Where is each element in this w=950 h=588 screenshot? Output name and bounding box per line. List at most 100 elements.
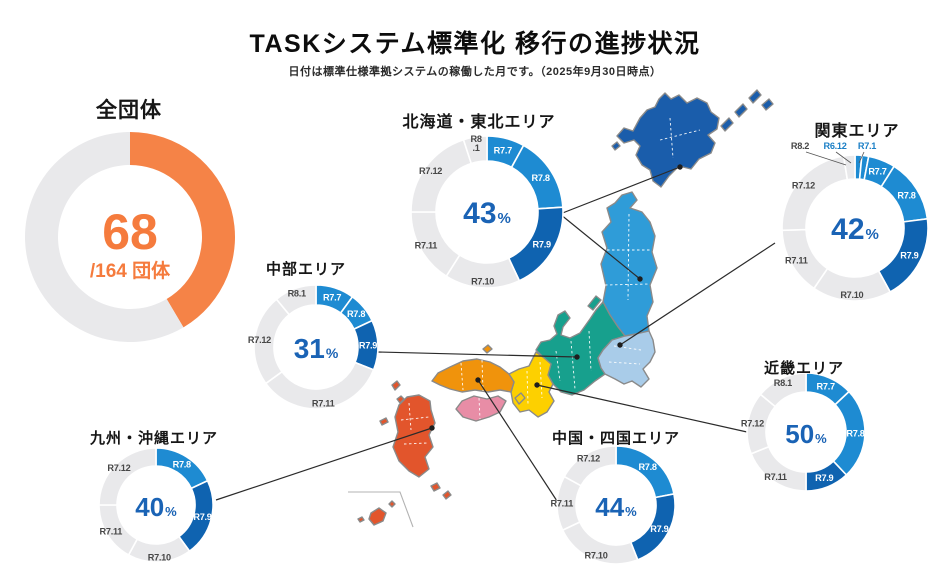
map-anchor-dot [429, 425, 435, 431]
connector-line [477, 379, 558, 502]
map-region-shikoku [455, 395, 507, 422]
map-region-kyushu [392, 394, 436, 478]
segment-label: R7.7 [494, 145, 512, 155]
segment-label: R7.8 [846, 429, 864, 439]
donut-percent: 31% [294, 333, 339, 364]
segment-label: R7.8 [897, 190, 915, 200]
segment-label: R7.12 [248, 335, 271, 345]
segment-label: R7.12 [107, 463, 130, 473]
segment-label: R7.10 [840, 290, 863, 300]
prefecture-border-line [403, 442, 428, 445]
map-region-hokkaido [720, 117, 734, 132]
segment-label: R7.12 [792, 180, 815, 190]
prefecture-border-line [539, 361, 543, 399]
connector-line [559, 166, 681, 215]
region-title-kyushu-okinawa: 九州・沖縄エリア [89, 430, 219, 447]
donut-percent: 43% [463, 197, 511, 230]
donut-segment [462, 135, 488, 165]
connector-line [559, 213, 641, 280]
segment-label: R7.8 [532, 173, 550, 183]
segment-label: R7.8 [173, 459, 191, 469]
segment-label: R7.9 [650, 524, 668, 534]
region-title-kinki: 近畿エリア [763, 360, 845, 377]
map-region-kyushu [430, 482, 441, 492]
map-anchor-dot [617, 342, 623, 348]
connector-line [377, 351, 578, 358]
donut-segment [275, 284, 317, 316]
connector-lines [215, 164, 776, 502]
donut-segment [759, 372, 807, 408]
prefecture-border-line [478, 397, 481, 420]
segment-label: R7.11 [100, 527, 123, 537]
segment-label: R8.1 [774, 378, 792, 388]
map-region-hokkaido [761, 98, 774, 111]
segment-label: R7.10 [585, 550, 608, 560]
donut-chart-kinki: R7.7 R7.8 R7.9 R7.11 R7.12 R8.1 50% [741, 372, 866, 492]
map-region-kyushu [368, 507, 387, 526]
donut-segment [130, 132, 236, 328]
region-title-zentai: 全団体 [96, 99, 162, 122]
region-title-chugoku-shikoku: 中国・四国エリア [551, 430, 681, 447]
callout-line [858, 151, 865, 164]
map-region-hokkaido [748, 89, 762, 104]
page-title: TASKシステム標準化 移行の進捗状況 [249, 30, 701, 58]
map-region-hokkaido [611, 141, 621, 151]
prefecture-border-line [659, 129, 701, 141]
map-region-hokkaido [616, 92, 720, 188]
segment-label: R7.11 [415, 241, 438, 251]
prefecture-border-line [627, 213, 630, 301]
map-region-chugoku [482, 344, 493, 354]
prefecture-border-line [669, 117, 674, 159]
donut-percent: 40% [135, 492, 177, 522]
segment-label: R7.9 [193, 512, 211, 522]
donut-percent: 42% [831, 213, 879, 246]
map-region-kyushu [442, 490, 452, 500]
prefecture-border-line [526, 370, 529, 405]
donut-chart-chugoku_shikoku: R7.8 R7.9 R7.10 R7.11 R7.12 44% [551, 445, 676, 565]
callout-line [835, 151, 852, 164]
map-anchor-dot [574, 354, 580, 360]
map-region-chubu [587, 295, 602, 311]
donut-percent: 44% [595, 492, 637, 522]
segment-label: R7.12 [741, 419, 764, 429]
japan-map [348, 89, 774, 528]
region-title-chubu: 中部エリア [265, 261, 347, 278]
segment-label: R7.11 [312, 399, 335, 409]
segment-label: R8.1 [288, 288, 306, 298]
map-anchor-dot [677, 164, 683, 170]
map-region-kinki [508, 351, 555, 418]
donut-chart-zentai: 68/164 団体 [25, 132, 236, 342]
total-count-denominator: /164 団体 [90, 259, 171, 282]
map-region-kyushu [357, 516, 365, 523]
segment-label: R7.9 [900, 251, 918, 261]
segment-label: R7.11 [785, 255, 808, 265]
callout-line [805, 151, 847, 166]
connector-line [215, 427, 433, 501]
map-region-kinki [514, 392, 526, 405]
segment-label: R7.7 [817, 382, 835, 392]
map-region-kyushu [388, 500, 396, 508]
donut-segment [98, 447, 157, 506]
donut-chart-hokkaido_tohoku: R7.7 R7.8 R7.9 R7.10 R7.11 R7.12 R8.1 43% [410, 134, 564, 289]
page-subtitle: 日付は標準仕様準拠システムの稼働した月です。（2025年9月30日時点） [288, 66, 662, 78]
segment-label: R8.1 [471, 134, 482, 153]
map-anchor-dot [637, 276, 643, 282]
donut-percent: 50% [785, 419, 827, 449]
region-title-kanto: 関東エリア [814, 123, 900, 140]
map-region-kyushu [379, 417, 389, 426]
donut-chart-kyushu_okinawa: R7.8 R7.9 R7.10 R7.11 R7.12 40% [98, 447, 214, 563]
donut-segment [842, 154, 856, 181]
map-anchor-dot [534, 382, 540, 388]
donut-chart-kanto: R7.7 R7.8 R7.9 R7.10 R7.11 R7.12 R6.12 R7.1 R8.2… [781, 141, 929, 302]
segment-label: R7.10 [471, 277, 494, 287]
map-region-kyushu [391, 380, 401, 391]
map-region-kanto [597, 330, 656, 388]
okinawa-inset-border [348, 491, 414, 528]
segment-label: R7.7 [323, 293, 341, 303]
map-region-kyushu [396, 395, 405, 404]
donut-segment [25, 132, 184, 342]
segment-label: R7.12 [577, 453, 600, 463]
segment-label: R7.9 [815, 473, 833, 483]
